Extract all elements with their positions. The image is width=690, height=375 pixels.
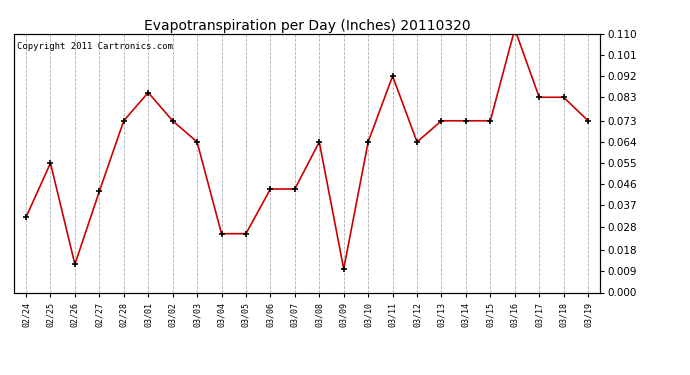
Text: Copyright 2011 Cartronics.com: Copyright 2011 Cartronics.com: [17, 42, 172, 51]
Title: Evapotranspiration per Day (Inches) 20110320: Evapotranspiration per Day (Inches) 2011…: [144, 19, 471, 33]
